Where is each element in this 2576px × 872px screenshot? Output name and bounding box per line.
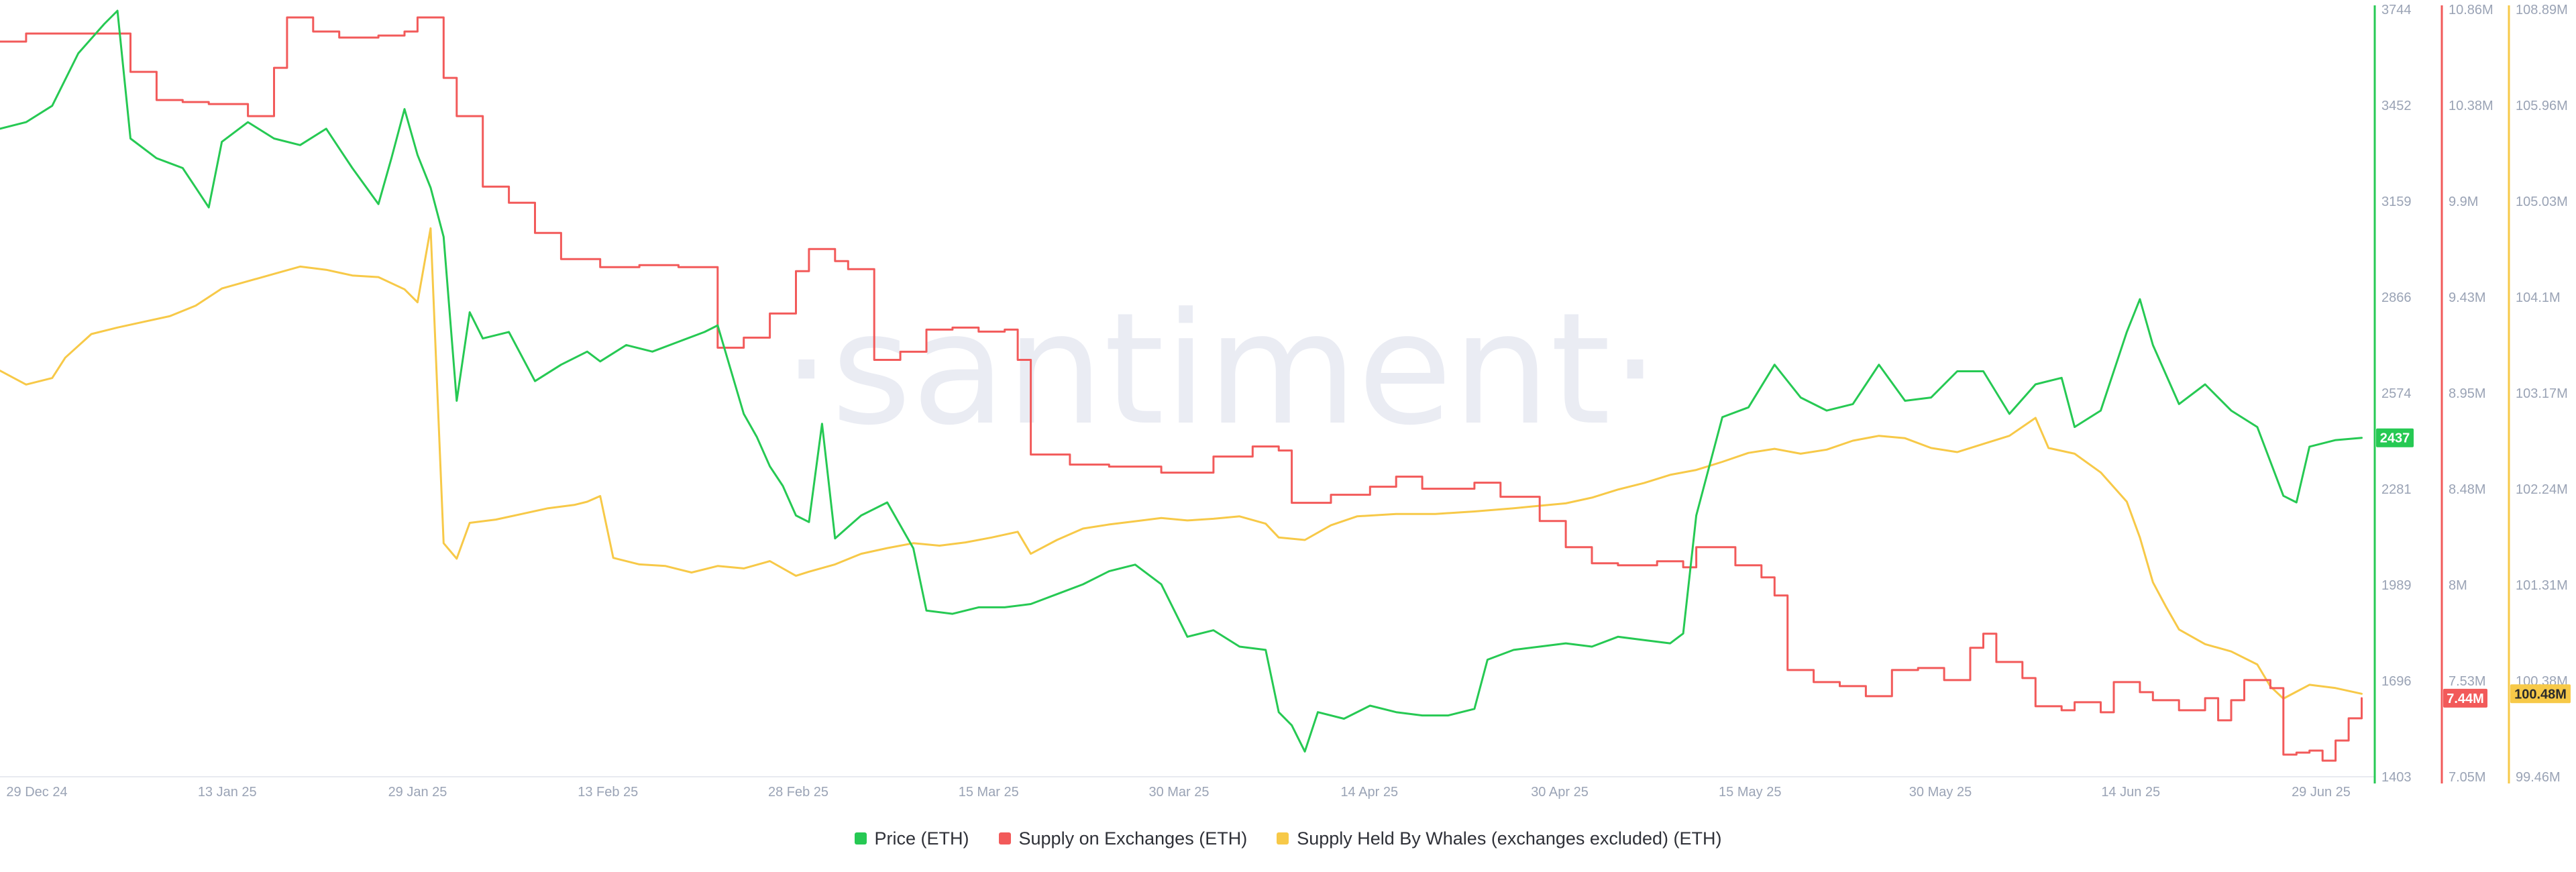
whales-current-badge <box>2510 684 2571 704</box>
whales-tick-label: 105.96M <box>2516 99 2568 113</box>
x-tick-label: 14 Apr 25 <box>1340 785 1398 800</box>
whales-tick-label: 101.31M <box>2516 578 2568 593</box>
whales-tick-label: 102.24M <box>2516 482 2568 497</box>
exchanges-tick-label: 10.86M <box>2449 3 2493 17</box>
legend-item-exchanges[interactable]: Supply on Exchanges (ETH) <box>998 828 1248 849</box>
price-tick-label: 3159 <box>2381 195 2412 209</box>
price-tick-label: 2281 <box>2381 482 2412 497</box>
exchanges-current-value: 7.44M <box>2447 692 2484 706</box>
whales-tick-label: 105.03M <box>2516 195 2568 209</box>
price-tick-label: 2574 <box>2381 386 2412 401</box>
x-tick-label: 30 Apr 25 <box>1531 785 1589 800</box>
exchanges-tick-label: 9.9M <box>2449 195 2478 209</box>
price-tick-label: 3452 <box>2381 99 2412 113</box>
legend-swatch-whales <box>1277 832 1289 844</box>
x-tick-label: 29 Jan 25 <box>388 785 447 800</box>
legend-swatch-exchanges <box>998 832 1011 844</box>
exchanges-tick-label: 7.05M <box>2449 770 2486 785</box>
whales-tick-label: 104.1M <box>2516 290 2561 305</box>
legend-label-price: Price (ETH) <box>874 828 969 849</box>
exchanges-tick-label: 9.43M <box>2449 290 2486 305</box>
exchanges-tick-label: 8.48M <box>2449 482 2486 497</box>
whales-tick-label: 108.89M <box>2516 3 2568 17</box>
x-tick-label: 14 Jun 25 <box>2101 785 2160 800</box>
x-tick-label: 13 Jan 25 <box>198 785 257 800</box>
x-tick-label: 13 Feb 25 <box>578 785 638 800</box>
whales-tick-label: 103.17M <box>2516 386 2568 401</box>
x-tick-label: 29 Dec 24 <box>6 785 67 800</box>
exchanges-tick-label: 8M <box>2449 578 2467 593</box>
whales-series-line <box>0 227 2363 700</box>
price-tick-label: 3744 <box>2381 3 2412 17</box>
price-current-value: 2437 <box>2380 431 2410 446</box>
exchanges-tick-label: 10.38M <box>2449 99 2493 113</box>
price-current-badge <box>2376 428 2414 447</box>
exchanges-current-badge <box>2443 688 2487 708</box>
legend-item-whales[interactable]: Supply Held By Whales (exchanges exclude… <box>1277 828 1721 849</box>
whales-current-value: 100.48M <box>2514 687 2567 702</box>
whales-tick-label: 99.46M <box>2516 770 2561 785</box>
chart-legend: Price (ETH) Supply on Exchanges (ETH) Su… <box>0 825 2576 852</box>
x-tick-label: 29 Jun 25 <box>2292 785 2351 800</box>
watermark-text: ·santiment· <box>782 280 1660 459</box>
x-tick-label: 30 May 25 <box>1909 785 1972 800</box>
legend-item-price[interactable]: Price (ETH) <box>854 828 969 849</box>
price-tick-label: 2866 <box>2381 290 2412 305</box>
price-tick-label: 1403 <box>2381 770 2412 785</box>
legend-label-exchanges: Supply on Exchanges (ETH) <box>1018 828 1248 849</box>
x-tick-label: 30 Mar 25 <box>1148 785 1209 800</box>
legend-swatch-price <box>854 832 867 844</box>
exchanges-tick-label: 8.95M <box>2449 386 2486 401</box>
price-tick-label: 1696 <box>2381 674 2412 689</box>
x-tick-label: 15 Mar 25 <box>959 785 1019 800</box>
price-series-line <box>0 9 2363 753</box>
x-tick-label: 28 Feb 25 <box>768 785 828 800</box>
exchanges-tick-label: 7.53M <box>2449 674 2486 689</box>
legend-label-whales: Supply Held By Whales (exchanges exclude… <box>1297 828 1722 849</box>
price-tick-label: 1989 <box>2381 578 2412 593</box>
exchanges-series-line <box>0 16 2363 762</box>
x-tick-label: 15 May 25 <box>1719 785 1781 800</box>
